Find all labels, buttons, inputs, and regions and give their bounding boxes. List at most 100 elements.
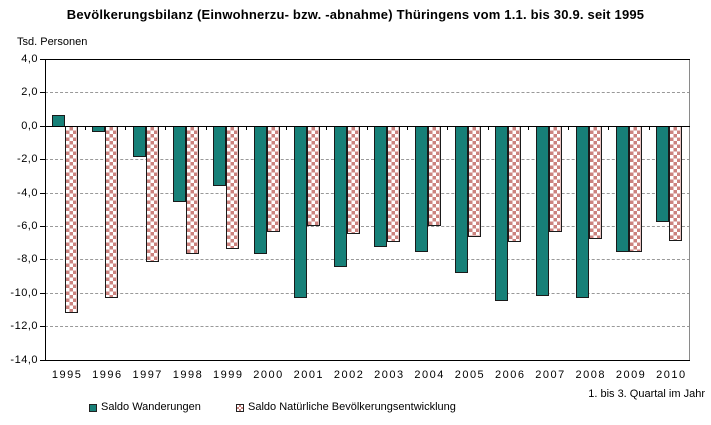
- bar-natuerliche-1996: [105, 126, 119, 298]
- x-axis-tick-label: 2007: [535, 369, 566, 381]
- bar-wanderungen-1997: [132, 126, 146, 158]
- x-axis-tick-label: 2000: [253, 369, 284, 381]
- y-axis-tick-label: -8,0: [17, 253, 38, 266]
- y-axis-tick-label: 0,0: [21, 119, 38, 132]
- x-axis-tick: [608, 126, 610, 130]
- x-axis-tick-label: 2003: [374, 369, 405, 381]
- bar-wanderungen-2002: [334, 126, 348, 268]
- x-axis-tick-label: 2006: [494, 369, 526, 381]
- bar-wanderungen-1996: [92, 126, 106, 133]
- x-axis-tick-label: 2001: [293, 369, 325, 381]
- x-axis-tick: [326, 126, 328, 130]
- x-axis-tick-label: 1995: [51, 369, 83, 381]
- bar-wanderungen-2009: [616, 126, 630, 253]
- bar-wanderungen-2006: [495, 126, 509, 301]
- y-axis-tick-label: 4,0: [21, 53, 38, 65]
- bar-wanderungen-2001: [293, 126, 307, 298]
- bar-natuerliche-2002: [347, 126, 361, 235]
- x-axis-tick-label: 1999: [213, 369, 244, 381]
- chart-title: Bevölkerungsbilanz (Einwohnerzu- bzw. -a…: [66, 7, 645, 22]
- x-axis-tick-label: 2002: [333, 369, 365, 381]
- gridline: [45, 192, 690, 194]
- bar-natuerliche-2009: [629, 126, 643, 253]
- x-axis-tick-label: 2008: [575, 369, 607, 381]
- bar-wanderungen-1999: [213, 126, 227, 186]
- x-axis-tick: [527, 126, 529, 130]
- gridline: [45, 159, 690, 161]
- gridline: [45, 326, 690, 328]
- x-axis-tick: [84, 126, 86, 130]
- bar-natuerliche-2007: [548, 126, 562, 233]
- bar-natuerliche-2010: [669, 126, 683, 241]
- x-axis-tick-label: 2009: [615, 369, 647, 381]
- x-axis-tick-label: 2005: [454, 369, 486, 381]
- x-axis-tick: [447, 126, 449, 130]
- footnote: 1. bis 3. Quartal im Jahr: [588, 388, 705, 400]
- y-axis-line: [44, 59, 46, 360]
- x-axis-tick: [245, 126, 247, 130]
- gridline: [45, 225, 690, 227]
- y-axis-tick: [40, 225, 45, 227]
- bar-wanderungen-2007: [535, 126, 549, 296]
- bar-wanderungen-2005: [454, 126, 468, 273]
- zero-axis-line: [45, 125, 690, 127]
- bar-wanderungen-2003: [374, 126, 388, 248]
- x-axis-tick: [165, 126, 167, 130]
- y-axis-tick: [40, 159, 45, 161]
- bar-wanderungen-2004: [414, 126, 428, 253]
- x-axis-tick: [125, 126, 127, 130]
- y-axis-tick: [40, 326, 45, 328]
- y-axis-tick-label: -10,0: [10, 286, 38, 299]
- x-axis-tick: [205, 126, 207, 130]
- bar-natuerliche-1995: [65, 126, 79, 313]
- bar-natuerliche-2003: [387, 126, 401, 243]
- bar-natuerliche-2005: [467, 126, 481, 238]
- x-axis-tick-label: 2004: [414, 369, 445, 381]
- legend-swatch-wanderungen-icon: [89, 404, 97, 412]
- bar-natuerliche-2001: [306, 126, 320, 226]
- y-axis-tick-label: -12,0: [10, 320, 38, 333]
- y-axis-unit-label: Tsd. Personen: [17, 36, 88, 48]
- bar-natuerliche-1997: [145, 126, 159, 263]
- plot-top-border: [45, 59, 690, 60]
- y-axis-tick-label: -2,0: [17, 153, 38, 166]
- bar-natuerliche-2008: [588, 126, 602, 240]
- bar-natuerliche-1998: [185, 126, 199, 255]
- gridline: [45, 92, 690, 94]
- y-axis-tick: [40, 125, 45, 127]
- x-axis-tick: [568, 126, 570, 130]
- bar-wanderungen-2008: [575, 126, 589, 298]
- y-axis-tick: [40, 59, 45, 60]
- plot-bottom-border: [45, 359, 690, 361]
- y-axis-tick-label: -14,0: [10, 353, 38, 366]
- y-axis-tick: [40, 259, 45, 261]
- y-axis-tick: [40, 292, 45, 294]
- bar-natuerliche-2006: [508, 126, 522, 243]
- x-axis-tick-label: 2010: [656, 369, 687, 381]
- x-axis-tick-label: 1996: [92, 369, 123, 381]
- legend-label-wanderungen: Saldo Wanderungen: [101, 401, 201, 413]
- plot-right-border: [689, 59, 690, 360]
- bar-wanderungen-2010: [656, 126, 670, 223]
- y-axis-tick-label: -4,0: [17, 186, 38, 199]
- x-axis-tick: [407, 126, 409, 130]
- x-axis-tick: [648, 126, 650, 130]
- y-axis-tick: [40, 92, 45, 94]
- y-axis-tick: [40, 192, 45, 194]
- bar-natuerliche-1999: [226, 126, 240, 250]
- x-axis-tick-label: 1998: [172, 369, 204, 381]
- legend-swatch-natuerliche-icon: [236, 404, 244, 412]
- gridline: [45, 259, 690, 261]
- x-axis-tick-label: 1997: [132, 369, 163, 381]
- bar-wanderungen-2000: [253, 126, 267, 255]
- bar-natuerliche-2004: [427, 126, 441, 226]
- bar-wanderungen-1998: [172, 126, 186, 203]
- gridline: [45, 292, 690, 294]
- y-axis-tick: [40, 359, 45, 361]
- legend-label-natuerliche: Saldo Natürliche Bevölkerungsentwicklung: [248, 401, 456, 413]
- x-axis-tick: [366, 126, 368, 130]
- x-axis-tick: [487, 126, 489, 130]
- x-axis-tick: [286, 126, 288, 130]
- bar-natuerliche-2000: [266, 126, 280, 233]
